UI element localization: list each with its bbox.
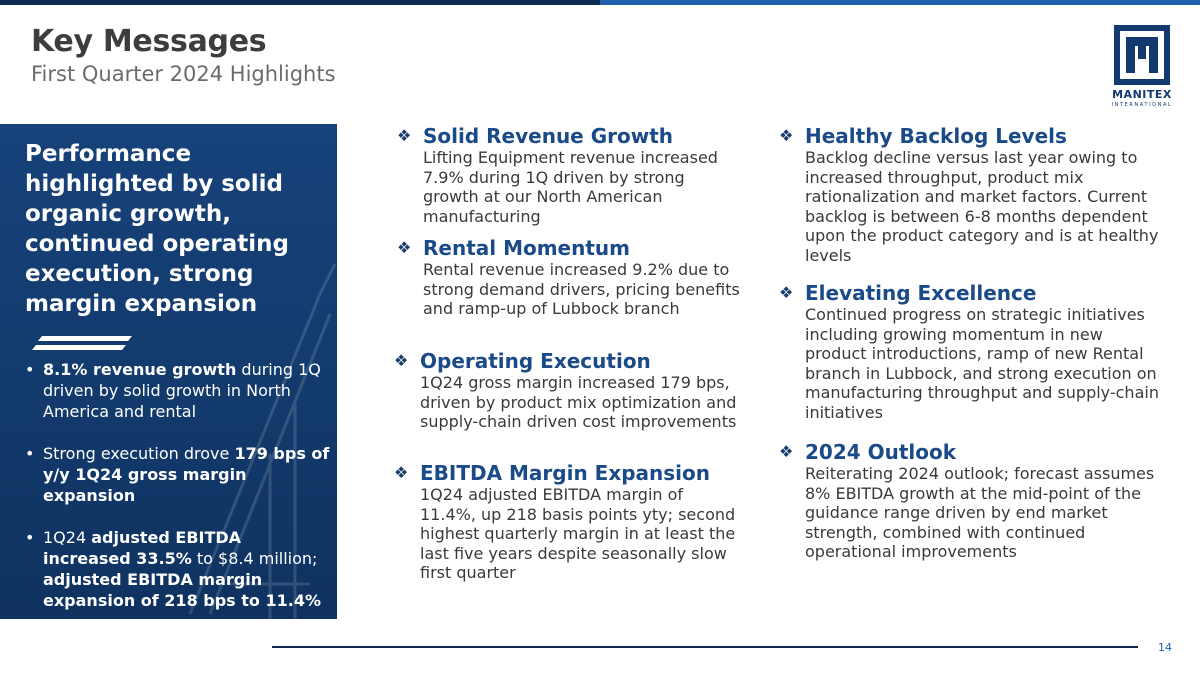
diamond-bullet-icon: ❖ [779, 283, 794, 302]
logo-subtitle: INTERNATIONAL [1111, 102, 1173, 108]
summary-panel: Performance highlighted by solid organic… [0, 124, 337, 619]
section-body: 1Q24 adjusted EBITDA margin of 11.4%, up… [420, 485, 736, 582]
diamond-bullet-icon: ❖ [394, 351, 409, 370]
page-subtitle: First Quarter 2024 Highlights [31, 62, 336, 86]
section-body: Continued progress on strategic initiati… [805, 305, 1159, 422]
diamond-bullet-icon: ❖ [397, 126, 412, 145]
manitex-m-logo-icon [1114, 25, 1170, 85]
footer-divider [272, 646, 1138, 648]
panel-bullet-revenue: 8.1% revenue growth during 1Q driven by … [25, 359, 330, 422]
panel-bullet-ebitda: 1Q24 adjusted EBITDA increased 33.5% to … [25, 527, 330, 611]
diamond-bullet-icon: ❖ [779, 126, 794, 145]
panel-bullet-gross-margin: Strong execution drove 179 bps of y/y 1Q… [25, 443, 330, 506]
section-heading: Rental Momentum [423, 236, 631, 260]
section-2024-outlook: ❖ 2024 Outlook Reiterating 2024 outlook; … [779, 440, 1159, 562]
section-solid-revenue-growth: ❖ Solid Revenue Growth Lifting Equipment … [397, 124, 742, 226]
panel-bullet-list: 8.1% revenue growth during 1Q driven by … [25, 359, 330, 632]
page-number: 14 [1158, 641, 1172, 654]
diamond-bullet-icon: ❖ [779, 442, 794, 461]
section-body: Backlog decline versus last year owing t… [805, 148, 1159, 265]
diamond-bullet-icon: ❖ [397, 238, 412, 257]
section-rental-momentum: ❖ Rental Momentum Rental revenue increase… [397, 236, 742, 319]
section-operating-execution: ❖ Operating Execution 1Q24 gross margin i… [394, 349, 739, 432]
section-body: Rental revenue increased 9.2% due to str… [423, 260, 740, 318]
section-heading: 2024 Outlook [805, 440, 957, 464]
page-title: Key Messages [31, 24, 267, 59]
section-heading: EBITDA Margin Expansion [420, 461, 711, 485]
section-body: 1Q24 gross margin increased 179 bps, dri… [420, 373, 737, 431]
diamond-bullet-icon: ❖ [394, 463, 409, 482]
section-elevating-excellence: ❖ Elevating Excellence Continued progress… [779, 281, 1159, 422]
manitex-logo: MANITEX INTERNATIONAL [1111, 25, 1173, 115]
section-body: Lifting Equipment revenue increased 7.9%… [423, 148, 718, 226]
top-accent-bar [0, 0, 1200, 5]
section-healthy-backlog-levels: ❖ Healthy Backlog Levels Backlog decline … [779, 124, 1159, 265]
section-ebitda-margin-expansion: ❖ EBITDA Margin Expansion 1Q24 adjusted E… [394, 461, 739, 583]
section-body: Reiterating 2024 outlook; forecast assum… [805, 464, 1155, 561]
section-heading: Elevating Excellence [805, 281, 1037, 305]
section-heading: Solid Revenue Growth [423, 124, 673, 148]
section-heading: Healthy Backlog Levels [805, 124, 1067, 148]
section-heading: Operating Execution [420, 349, 651, 373]
slash-divider-graphic [32, 336, 132, 350]
panel-headline: Performance highlighted by solid organic… [25, 141, 289, 317]
logo-name: MANITEX [1112, 88, 1172, 101]
